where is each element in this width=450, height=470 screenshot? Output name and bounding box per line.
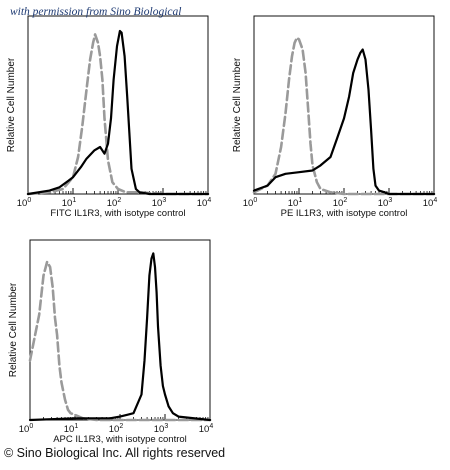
plot-frame bbox=[253, 15, 435, 195]
x-axis-label: FITC IL1R3, with isotype control bbox=[50, 208, 185, 219]
histogram-panel-2: 100 101 102 103 104 PE IL1R3, with isotype co… bbox=[232, 15, 438, 219]
histogram-panel-3: 100 101 102 103 104 APC IL1R3, with isotype c… bbox=[8, 239, 214, 445]
x-tick-label: 104 bbox=[423, 197, 438, 209]
x-tick-label: 100 bbox=[243, 197, 258, 209]
isotype-control-curve bbox=[26, 33, 210, 196]
il1r3-curve bbox=[252, 48, 436, 196]
x-tick-label: 102 bbox=[333, 197, 348, 209]
isotype-control-curve bbox=[252, 36, 436, 196]
x-tick-label: 101 bbox=[64, 423, 79, 435]
x-tick-label: 104 bbox=[197, 197, 212, 209]
x-tick-label: 103 bbox=[152, 197, 167, 209]
x-tick-label: 101 bbox=[288, 197, 303, 209]
x-tick-label: 102 bbox=[109, 423, 124, 435]
x-tick-label: 100 bbox=[19, 423, 34, 435]
copyright-text: © Sino Biological Inc. All rights reserv… bbox=[4, 446, 226, 460]
il1r3-curve bbox=[28, 252, 212, 422]
y-axis-label: Relative Cell Number bbox=[6, 57, 17, 152]
x-tick-label: 102 bbox=[107, 197, 122, 209]
x-tick-label: 103 bbox=[154, 423, 169, 435]
watermark-text: with permission from Sino Biological bbox=[10, 6, 182, 18]
isotype-control-curve bbox=[28, 260, 212, 422]
x-axis-label: PE IL1R3, with isotype control bbox=[281, 208, 408, 219]
x-tick-label: 100 bbox=[17, 197, 32, 209]
y-axis-label: Relative Cell Number bbox=[8, 282, 19, 377]
y-axis-label: Relative Cell Number bbox=[232, 57, 243, 152]
x-axis-label: APC IL1R3, with isotype control bbox=[53, 434, 187, 445]
x-tick-label: 101 bbox=[62, 197, 77, 209]
il1r3-curve bbox=[26, 29, 210, 196]
x-tick-label: 103 bbox=[378, 197, 393, 209]
x-tick-label: 104 bbox=[199, 423, 214, 435]
histogram-panel-1: 100 101 102 103 104 FITC IL1R3, with isotype … bbox=[6, 15, 212, 219]
